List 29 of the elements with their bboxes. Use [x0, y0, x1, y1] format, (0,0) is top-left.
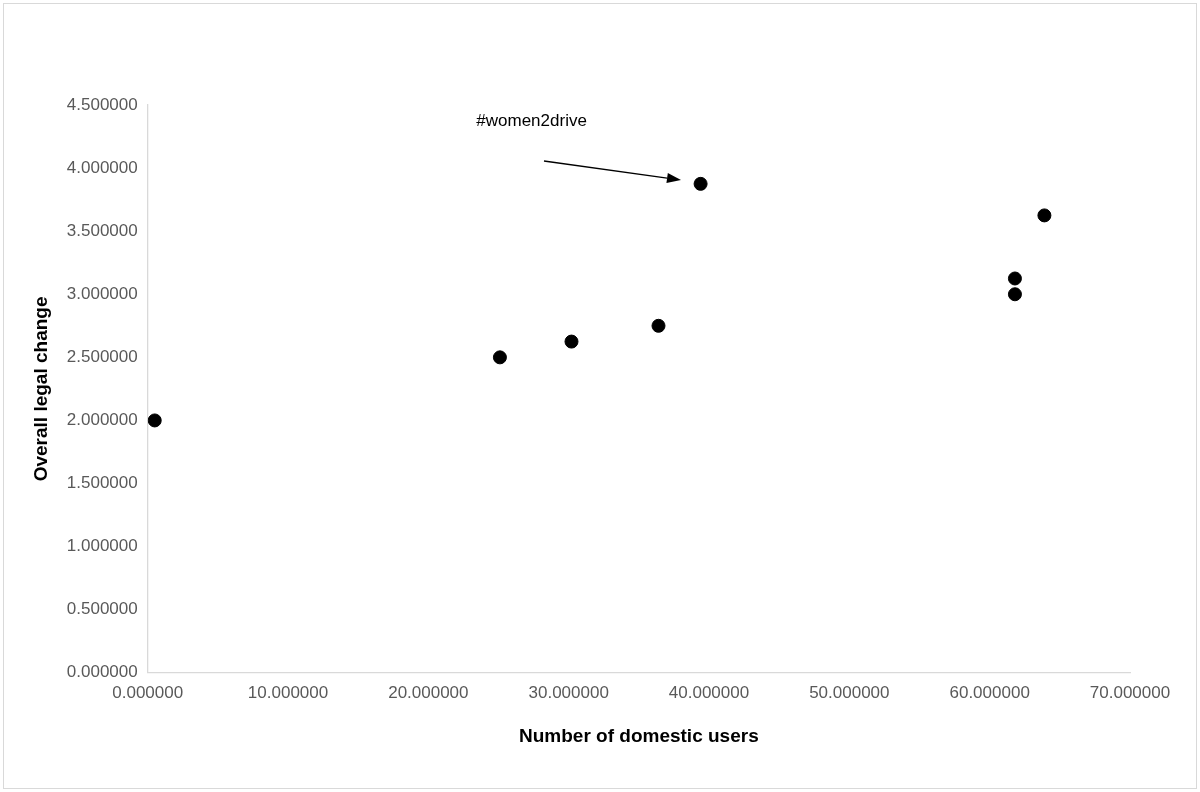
- y-tick-label: 0.000000: [66, 662, 138, 682]
- y-tick-label: 1.000000: [66, 536, 138, 556]
- x-axis-title: Number of domestic users: [519, 724, 759, 746]
- y-tick-label: 0.500000: [66, 599, 138, 619]
- point: [1037, 208, 1052, 223]
- point: [492, 350, 507, 365]
- point: [693, 176, 708, 191]
- x-tick-label: 50.000000: [809, 682, 890, 702]
- x-tick-label: 10.000000: [247, 682, 329, 702]
- y-tick-label: 3.500000: [66, 220, 138, 240]
- point: [651, 318, 666, 333]
- y-tick-label: 2.000000: [66, 410, 138, 430]
- point: [564, 334, 579, 349]
- x-tick-label: 0.000000: [112, 682, 184, 702]
- point: [1007, 287, 1022, 302]
- y-tick-label: 2.500000: [66, 347, 138, 367]
- x-tick-label: 60.000000: [949, 682, 1030, 702]
- y-tick-label: 4.500000: [66, 94, 138, 114]
- y-tick-label: 4.000000: [66, 157, 138, 177]
- x-tick-label: 70.000000: [1089, 682, 1171, 702]
- y-tick-label: 1.500000: [66, 473, 138, 493]
- y-tick-label: 3.000000: [66, 283, 138, 303]
- y-axis-title: Overall legal change: [29, 296, 51, 482]
- x-tick-label: 20.000000: [388, 682, 469, 702]
- x-tick-label: 30.000000: [528, 682, 609, 702]
- x-tick-label: 40.000000: [668, 682, 750, 702]
- point: [147, 413, 162, 428]
- point: [1007, 271, 1022, 286]
- annotation: #women2drive: [476, 111, 587, 132]
